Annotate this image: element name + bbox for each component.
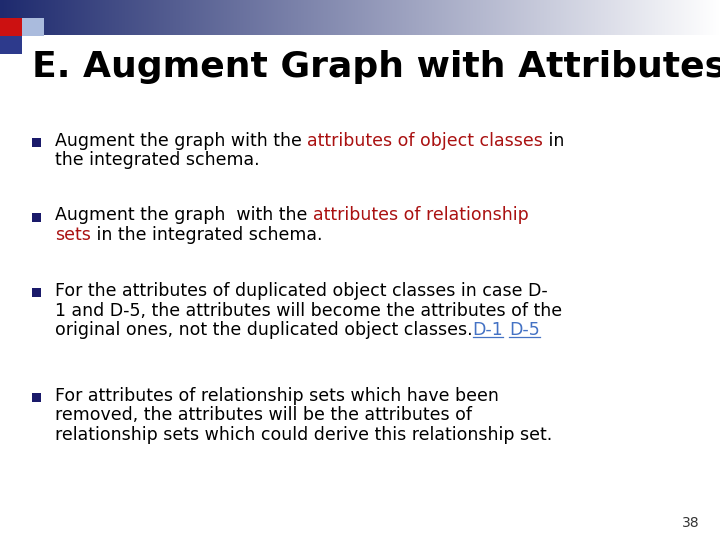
Text: For the attributes of duplicated object classes in case D-: For the attributes of duplicated object … (55, 282, 548, 300)
Text: the integrated schema.: the integrated schema. (55, 151, 260, 169)
Text: attributes of object classes: attributes of object classes (307, 132, 544, 150)
Text: E. Augment Graph with Attributes: E. Augment Graph with Attributes (32, 50, 720, 84)
Text: Augment the graph with the: Augment the graph with the (55, 132, 307, 150)
FancyBboxPatch shape (0, 36, 22, 54)
FancyBboxPatch shape (32, 288, 41, 297)
Text: in: in (544, 132, 564, 150)
Text: in the integrated schema.: in the integrated schema. (91, 226, 323, 244)
Text: 1 and D-5, the attributes will become the attributes of the: 1 and D-5, the attributes will become th… (55, 301, 562, 320)
FancyBboxPatch shape (32, 393, 41, 402)
Text: 38: 38 (683, 516, 700, 530)
Text: For attributes of relationship sets which have been: For attributes of relationship sets whic… (55, 387, 499, 405)
FancyBboxPatch shape (32, 138, 41, 146)
Text: attributes of relationship: attributes of relationship (313, 206, 528, 225)
Text: removed, the attributes will be the attributes of: removed, the attributes will be the attr… (55, 407, 472, 424)
Text: Augment the graph  with the: Augment the graph with the (55, 206, 313, 225)
Text: original ones, not the duplicated object classes.: original ones, not the duplicated object… (55, 321, 472, 339)
FancyBboxPatch shape (22, 18, 44, 36)
Text: relationship sets which could derive this relationship set.: relationship sets which could derive thi… (55, 426, 552, 444)
Text: sets: sets (55, 226, 91, 244)
Text: D-1: D-1 (472, 321, 503, 339)
FancyBboxPatch shape (0, 18, 22, 36)
Text: D-5: D-5 (509, 321, 539, 339)
FancyBboxPatch shape (32, 213, 41, 221)
